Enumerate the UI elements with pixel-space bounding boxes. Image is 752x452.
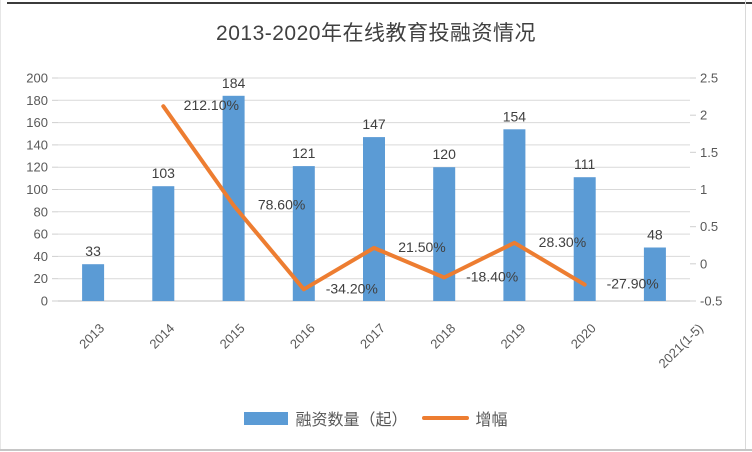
growth-line <box>161 104 587 292</box>
right-axis-tick-label: 1.5 <box>700 145 718 160</box>
x-axis-label: 2015 <box>217 321 248 352</box>
bar <box>503 129 526 301</box>
right-axis-tick-label: 0 <box>700 256 707 271</box>
line-series-swatch <box>421 416 469 420</box>
left-axis-tick-label: 100 <box>26 182 48 197</box>
legend-item-bars: 融资数量（起） <box>244 406 408 430</box>
x-axis-label: 2021(1-5) <box>656 321 706 371</box>
bar-value-label: 154 <box>503 108 527 124</box>
right-axis-tick-label: 0.5 <box>700 219 718 234</box>
bar <box>222 95 245 301</box>
line-value-label: 212.10% <box>184 97 239 113</box>
bar-value-label: 103 <box>152 165 176 181</box>
right-axis-tick-label: -0.5 <box>700 294 722 309</box>
chart-legend: 融资数量（起） 增幅 <box>0 406 752 430</box>
bar <box>152 186 175 301</box>
line-value-label: -27.90% <box>607 276 659 292</box>
left-axis-tick-label: 20 <box>34 271 48 286</box>
top-border <box>7 2 752 4</box>
left-border <box>0 0 1 450</box>
legend-label-line: 增幅 <box>475 412 508 429</box>
bar-series-swatch <box>244 411 289 425</box>
x-axis-label: 2016 <box>287 321 318 352</box>
bar <box>363 137 385 301</box>
left-axis-tick-label: 40 <box>34 249 48 264</box>
bar <box>292 166 315 301</box>
left-axis-tick-label: 140 <box>26 137 48 152</box>
line-value-label: 28.30% <box>539 234 586 250</box>
x-axis-label: 2018 <box>427 321 458 352</box>
x-axis-label: 2013 <box>76 321 107 352</box>
left-axis-tick-label: 180 <box>26 93 48 108</box>
line-value-label: 78.60% <box>258 196 305 212</box>
right-axis-tick-label: 2.5 <box>700 71 718 86</box>
x-axis-label: 2017 <box>357 321 388 352</box>
left-axis-tick-label: 120 <box>26 160 48 175</box>
bar-value-label: 184 <box>222 75 246 91</box>
bar-value-label: 147 <box>362 116 386 132</box>
chart-title: 2013-2020年在线教育投融资情况 <box>216 22 536 45</box>
line-value-label: -34.20% <box>326 280 378 296</box>
legend-item-line: 增幅 <box>421 406 508 430</box>
x-axis-label: 2020 <box>568 321 599 352</box>
bar-value-label: 121 <box>292 145 316 161</box>
right-axis-tick-label: 2 <box>700 108 707 123</box>
left-axis-tick-label: 80 <box>34 204 48 219</box>
bar-value-label: 33 <box>85 243 101 259</box>
right-border <box>745 0 746 450</box>
line-value-label: -18.40% <box>466 269 518 285</box>
bottom-border <box>0 449 752 451</box>
bar <box>643 247 666 301</box>
x-axis-label: 2019 <box>497 321 528 352</box>
bar <box>573 177 596 301</box>
left-axis-tick-label: 160 <box>26 115 48 130</box>
x-axis-label: 2014 <box>146 321 177 352</box>
bar-value-label: 111 <box>574 156 595 172</box>
bar <box>433 167 456 301</box>
left-axis-tick-label: 200 <box>26 71 48 86</box>
bar <box>82 264 105 301</box>
line-value-label: 21.50% <box>398 239 445 255</box>
legend-label-bars: 融资数量（起） <box>295 412 408 429</box>
right-axis-tick-label: 1 <box>700 182 707 197</box>
left-axis-tick-label: 60 <box>34 227 48 242</box>
bar-value-label: 48 <box>647 227 663 243</box>
left-axis-tick-label: 0 <box>41 294 48 309</box>
bar-value-label: 120 <box>433 146 457 162</box>
